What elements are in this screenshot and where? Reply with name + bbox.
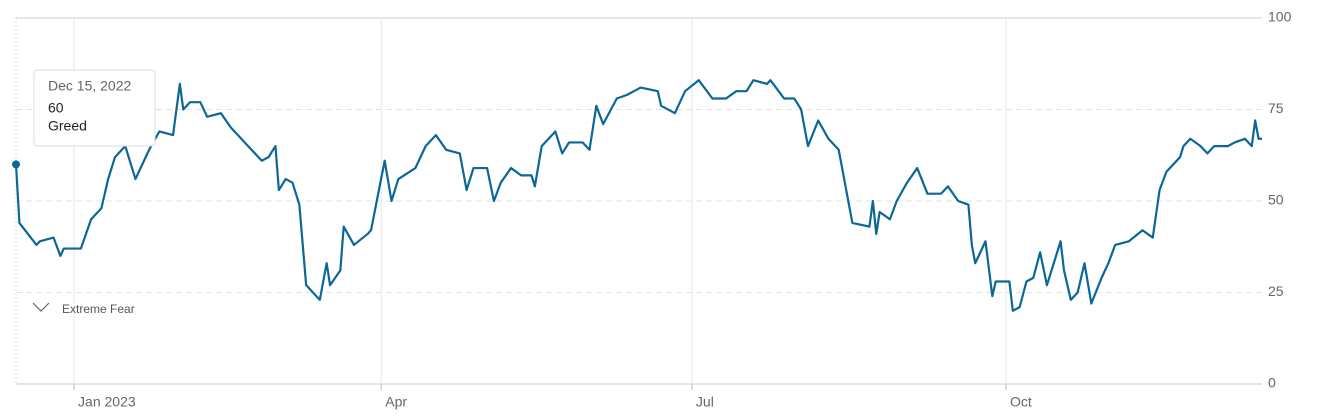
tooltip-label: Greed <box>48 118 87 134</box>
y-tick-label: 75 <box>1268 100 1284 116</box>
y-tick-label: 0 <box>1268 375 1276 391</box>
x-tick-label: Jan 2023 <box>78 394 136 410</box>
x-tick-label: Jul <box>696 394 714 410</box>
x-tick-label: Apr <box>385 394 407 410</box>
tooltip-date: Dec 15, 2022 <box>48 78 131 94</box>
marker <box>12 160 20 169</box>
plot <box>12 79 1262 312</box>
annotation-label: Extreme Fear <box>62 302 135 316</box>
y-tick-label: 100 <box>1268 9 1292 25</box>
tooltip: Dec 15, 2022 60 Greed <box>33 69 156 147</box>
tooltip-value: 60 <box>48 100 64 116</box>
x-tick-label: Oct <box>1010 394 1032 410</box>
grid: 0 25 50 75 100 Jan 2023 Apr Jul Oct <box>16 9 1292 410</box>
annotation: Extreme Fear <box>32 302 135 316</box>
chevron <box>32 302 50 312</box>
y-tick-label: 25 <box>1268 283 1284 299</box>
y-tick-label: 50 <box>1268 192 1284 208</box>
tooltip-box <box>33 69 156 147</box>
line <box>14 79 1262 312</box>
